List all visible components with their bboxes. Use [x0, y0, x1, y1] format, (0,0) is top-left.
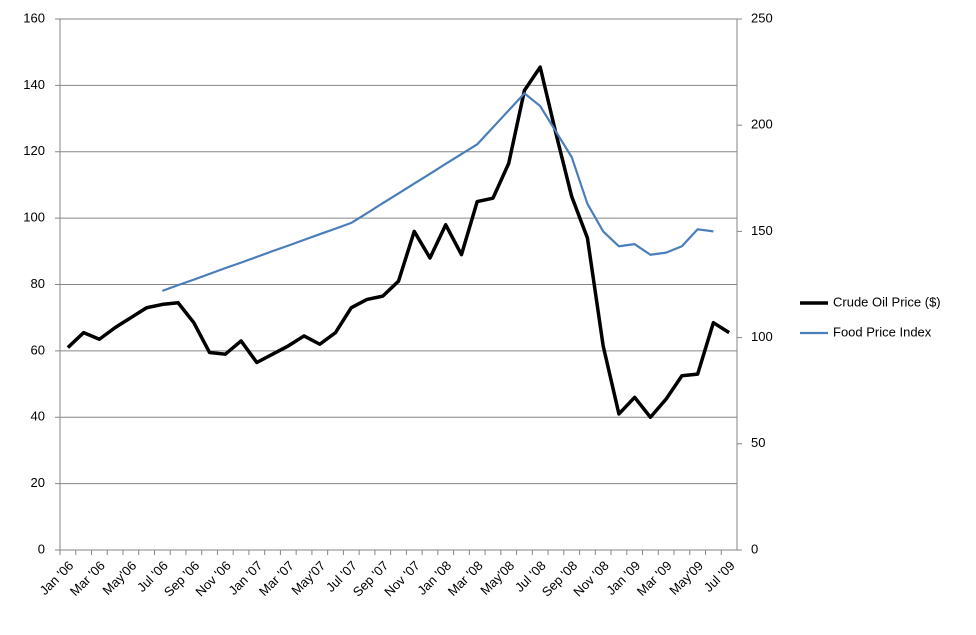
- y2-tick-label: 50: [751, 435, 765, 450]
- y-tick-label: 140: [23, 77, 45, 92]
- legend-label: Food Price Index: [833, 324, 932, 339]
- y-tick-label: 100: [23, 210, 45, 225]
- y-tick-label: 20: [31, 475, 45, 490]
- y-tick-label: 0: [38, 541, 45, 556]
- x-tick-label: Jul '09: [701, 558, 738, 595]
- y2-tick-label: 0: [751, 541, 758, 556]
- y2-tick-label: 150: [751, 223, 773, 238]
- x-tick-label: May'06: [99, 558, 139, 598]
- x-tick-label: May'08: [477, 558, 517, 598]
- y2-tick-label: 200: [751, 117, 773, 132]
- x-tick-label: Mar '08: [445, 558, 486, 599]
- x-tick-label: Mar '06: [67, 558, 108, 599]
- y-tick-label: 160: [23, 10, 45, 25]
- x-tick-label: May'09: [666, 558, 706, 598]
- x-tick-label: Nov '06: [192, 558, 233, 599]
- y-tick-label: 80: [31, 276, 45, 291]
- y-tick-label: 40: [31, 409, 45, 424]
- y-tick-label: 120: [23, 143, 45, 158]
- x-tick-label: May'07: [288, 558, 328, 598]
- x-tick-label: Mar '09: [634, 558, 675, 599]
- x-tick-label: Nov '07: [381, 558, 422, 599]
- y2-tick-label: 250: [751, 10, 773, 25]
- x-tick-label: Mar '07: [256, 558, 297, 599]
- legend-label: Crude Oil Price ($): [833, 294, 941, 309]
- y2-tick-label: 100: [751, 329, 773, 344]
- x-tick-label: Nov '08: [570, 558, 611, 599]
- series-line: [161, 92, 714, 292]
- y-tick-label: 60: [31, 342, 45, 357]
- series-line: [66, 65, 731, 419]
